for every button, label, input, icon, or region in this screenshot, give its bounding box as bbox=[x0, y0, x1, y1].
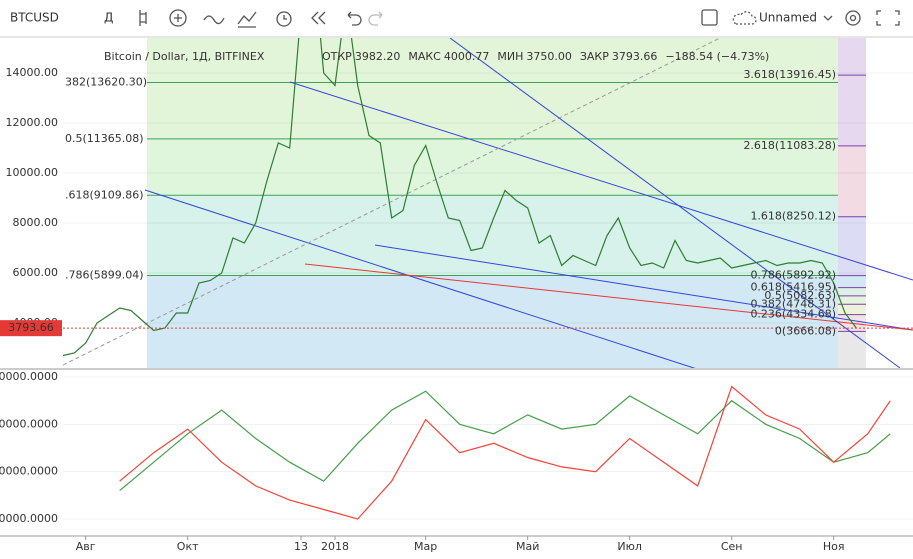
ohlc-value: 3793.66 bbox=[612, 50, 658, 63]
layout-menu[interactable] bbox=[823, 15, 833, 21]
fib-band bbox=[838, 38, 866, 76]
ohlc-value: 4000.77 bbox=[444, 50, 490, 63]
undo-icon[interactable] bbox=[347, 11, 362, 26]
plot bbox=[63, 376, 913, 520]
ohlc-name: ОТКР bbox=[322, 50, 352, 63]
x-tick-label: Май bbox=[516, 540, 539, 553]
y-tick-label: 20000.0000 bbox=[0, 465, 58, 478]
y-tick-label: 6000.00 bbox=[13, 266, 59, 279]
series-line bbox=[63, 38, 857, 357]
ohlc-name: МАКС bbox=[408, 50, 441, 63]
trend-line bbox=[289, 81, 913, 281]
fib-band bbox=[838, 287, 866, 296]
fib-label: 0.5(11365.08) bbox=[65, 132, 144, 145]
layout-name[interactable]: Unnamed bbox=[759, 11, 817, 25]
chart-title: Bitcoin / Dollar, 1Д, BITFINEX bbox=[104, 50, 265, 63]
series-line bbox=[119, 385, 891, 520]
y-tick-label: 14000.00 bbox=[6, 66, 59, 79]
indicators-icon[interactable] bbox=[169, 9, 187, 27]
y-tick-label: 40000.0000 bbox=[0, 370, 58, 383]
fib-label: 0.382(4748.31) bbox=[750, 297, 836, 310]
plot bbox=[63, 38, 913, 368]
fib-label: 382(13620.30) bbox=[65, 75, 147, 88]
checkbox[interactable] bbox=[701, 9, 718, 26]
fib-band bbox=[838, 145, 866, 217]
series-line bbox=[119, 390, 891, 492]
ohlc-value: 3750.00 bbox=[526, 50, 572, 63]
symbol[interactable]: BTCUSD bbox=[10, 11, 59, 25]
fib-label: 0(3666.08) bbox=[775, 324, 836, 337]
fib-label: 0.5(5082.63) bbox=[764, 289, 836, 302]
settings-icon[interactable] bbox=[845, 10, 861, 26]
fib-band bbox=[147, 82, 838, 139]
fib-band bbox=[838, 75, 866, 146]
interval[interactable]: Д bbox=[104, 11, 113, 25]
fib-label: 0.618(5416.95) bbox=[750, 281, 836, 294]
trend-line bbox=[374, 244, 913, 331]
y-tick-label: 30000.0000 bbox=[0, 417, 58, 430]
ohlc-name: МИН bbox=[497, 50, 523, 63]
x-tick-label: Ноя bbox=[823, 540, 845, 553]
fib-label: 2.618(11083.28) bbox=[743, 139, 836, 152]
replay-icon[interactable] bbox=[311, 11, 326, 25]
toolbar-bg bbox=[0, 0, 913, 36]
fib-band bbox=[147, 38, 838, 83]
trend-line bbox=[304, 263, 913, 331]
toolbar-icons bbox=[139, 9, 900, 28]
y-tick-label: 10000.00 bbox=[6, 166, 59, 179]
last-price-label: 3793.66 bbox=[8, 321, 54, 334]
ohlc-name: ЗАКР bbox=[580, 50, 609, 63]
fib-label: .786(5899.04) bbox=[65, 269, 144, 282]
x-tick-label: Окт bbox=[177, 540, 199, 553]
x-tick-label: Авг bbox=[76, 540, 96, 553]
price-pane: 382(13620.30) 0.5(11365.08) .618(9109.86).… bbox=[0, 38, 913, 368]
fib-label: 0.786(5892.92) bbox=[750, 269, 836, 282]
y-tick-label: 12000.00 bbox=[6, 116, 59, 129]
templates-icon[interactable] bbox=[237, 11, 257, 28]
trend-line bbox=[449, 38, 901, 368]
trend-line bbox=[144, 189, 696, 368]
fib-band bbox=[147, 195, 838, 276]
fib-band bbox=[838, 275, 866, 288]
x-tick-label: Сен bbox=[721, 540, 743, 553]
x-tick-label: 13 bbox=[294, 540, 308, 553]
y-tick-label: 10000.0000 bbox=[0, 512, 58, 525]
change: −188.54 (−4.73%) bbox=[665, 50, 769, 63]
fib-band bbox=[147, 138, 838, 196]
fib-band bbox=[838, 295, 866, 305]
fib-label: 3.618(13916.45) bbox=[743, 68, 836, 81]
ohlc-value: 3982.20 bbox=[355, 50, 401, 63]
alert-icon[interactable] bbox=[276, 11, 292, 27]
compare-icon[interactable] bbox=[203, 15, 225, 25]
fib-band bbox=[838, 304, 866, 315]
fib-band bbox=[838, 216, 866, 276]
y-tick-label: 8000.00 bbox=[13, 216, 59, 229]
redo-icon[interactable] bbox=[368, 11, 383, 26]
x-tick-label: Мар bbox=[414, 540, 437, 553]
x-tick-label: 2018 bbox=[321, 540, 349, 553]
cloud-icon[interactable] bbox=[732, 11, 757, 25]
fib-label: 0.236(4334.68) bbox=[750, 308, 836, 321]
oscillator-pane: 10000.0000 20000.0000 30000.0000 40000.0000 bbox=[0, 370, 913, 525]
toolbar: BTCUSD Д Unnamed bbox=[0, 0, 913, 38]
trend-line bbox=[63, 38, 721, 366]
x-tick-label: Июл bbox=[617, 540, 642, 553]
candles-icon[interactable] bbox=[139, 10, 147, 26]
fullscreen-icon[interactable] bbox=[876, 10, 900, 26]
fib-label: 1.618(8250.12) bbox=[750, 210, 836, 223]
fib-label: .618(9109.86) bbox=[65, 188, 144, 201]
fib-band bbox=[147, 275, 838, 368]
fib-band bbox=[838, 331, 866, 368]
last-price-box bbox=[0, 320, 62, 337]
